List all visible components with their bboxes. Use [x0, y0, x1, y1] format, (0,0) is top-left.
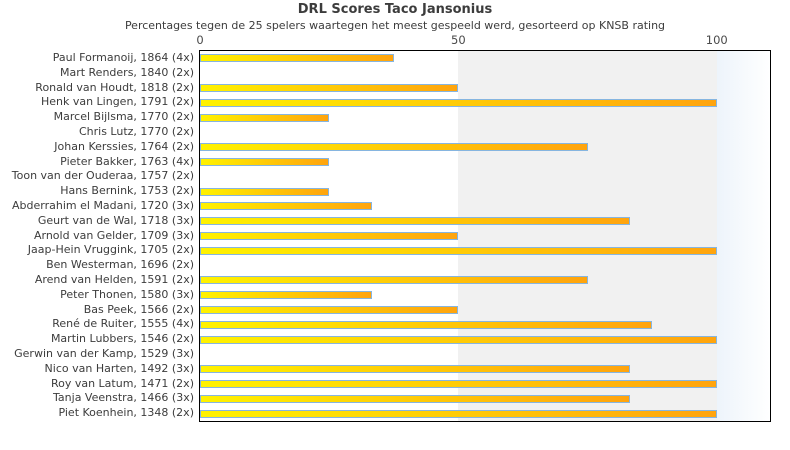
- bar-row: [200, 377, 770, 392]
- x-tick-label-100: 100: [705, 33, 728, 47]
- player-label: René de Ruiter, 1555 (4x): [52, 317, 194, 331]
- bar-row: [200, 303, 770, 318]
- player-label: Abderrahim el Madani, 1720 (3x): [12, 198, 194, 212]
- score-bar: [200, 276, 588, 285]
- x-tick-label-50: 50: [451, 33, 466, 47]
- bar-row: [200, 95, 770, 110]
- score-bar: [200, 379, 717, 388]
- score-bar: [200, 187, 330, 196]
- player-label: Tanja Veenstra, 1466 (3x): [53, 391, 194, 405]
- player-label: Toon van der Ouderaa, 1757 (2x): [11, 169, 194, 183]
- score-bar: [200, 291, 373, 300]
- player-label: Arend van Helden, 1591 (2x): [34, 272, 194, 286]
- score-bar: [200, 143, 588, 152]
- grid-band-beyond-100: [716, 51, 770, 421]
- player-label: Peter Thonen, 1580 (3x): [60, 287, 194, 301]
- score-bar: [200, 217, 631, 226]
- bars-container: [200, 51, 770, 421]
- bar-row: [200, 406, 770, 421]
- bar-row: [200, 81, 770, 96]
- bar-row: [200, 229, 770, 244]
- player-label: Paul Formanoij, 1864 (4x): [52, 51, 194, 64]
- bar-row: [200, 140, 770, 155]
- score-bar: [200, 335, 717, 344]
- score-bar: [200, 98, 717, 107]
- grid-band-50-100: [458, 51, 717, 421]
- player-label: Roy van Latum, 1471 (2x): [50, 376, 194, 390]
- player-label: Pieter Bakker, 1763 (4x): [60, 154, 194, 168]
- player-label: Geurt van de Wal, 1718 (3x): [37, 213, 194, 227]
- bar-row: [200, 317, 770, 332]
- player-label: Nico van Harten, 1492 (3x): [44, 361, 194, 375]
- player-label: Gerwin van der Kamp, 1529 (3x): [14, 346, 194, 360]
- player-label: Chris Lutz, 1770 (2x): [78, 124, 194, 138]
- player-label: Hans Bernink, 1753 (2x): [60, 184, 194, 198]
- bar-row: [200, 155, 770, 170]
- bar-row: [200, 199, 770, 214]
- bar-row: [200, 169, 770, 184]
- bar-row: [200, 362, 770, 377]
- score-bar: [200, 320, 653, 329]
- x-axis-ticks: 0 50 100: [196, 33, 770, 48]
- bar-row: [200, 184, 770, 199]
- bar-row: [200, 66, 770, 81]
- bar-row: [200, 214, 770, 229]
- bar-row: [200, 51, 770, 66]
- bar-row: [200, 391, 770, 406]
- bar-row: [200, 110, 770, 125]
- score-bar: [200, 83, 459, 92]
- player-label: Ronald van Houdt, 1818 (2x): [35, 80, 194, 94]
- bar-row: [200, 125, 770, 140]
- player-label: Johan Kerssies, 1764 (2x): [54, 139, 194, 153]
- player-label: Marcel Bijlsma, 1770 (2x): [53, 110, 194, 124]
- score-bar: [200, 113, 330, 122]
- player-label: Henk van Lingen, 1791 (2x): [40, 95, 194, 109]
- player-label: Ben Westerman, 1696 (2x): [46, 258, 194, 272]
- score-bar: [200, 246, 717, 255]
- bar-row: [200, 273, 770, 288]
- score-bar: [200, 365, 631, 374]
- score-bar: [200, 54, 394, 63]
- score-bar: [200, 202, 373, 211]
- y-axis-player-labels: Paul Formanoij, 1864 (4x) Mart Renders, 1…: [0, 51, 194, 421]
- score-bar: [200, 409, 717, 418]
- player-label: Jaap-Hein Vruggink, 1705 (2x): [27, 243, 194, 257]
- bar-row: [200, 347, 770, 362]
- score-bar: [200, 394, 631, 403]
- player-label: Arnold van Gelder, 1709 (3x): [33, 228, 194, 242]
- chart-subtitle: Percentages tegen de 25 spelers waartege…: [124, 19, 666, 32]
- bar-row: [200, 288, 770, 303]
- player-label: Mart Renders, 1840 (2x): [59, 65, 194, 79]
- bar-row: [200, 258, 770, 273]
- score-bar: [200, 231, 459, 240]
- bar-row: [200, 332, 770, 347]
- player-label: Martin Lubbers, 1546 (2x): [50, 332, 194, 346]
- bar-row: [200, 243, 770, 258]
- chart-title: DRL Scores Taco Jansonius: [297, 2, 493, 17]
- player-label: Bas Peek, 1566 (2x): [83, 302, 194, 316]
- score-bar: [200, 305, 459, 314]
- plot-area: [199, 50, 771, 422]
- x-tick-label-0: 0: [196, 33, 204, 47]
- player-label: Piet Koenhein, 1348 (2x): [58, 406, 194, 420]
- score-bar: [200, 157, 330, 166]
